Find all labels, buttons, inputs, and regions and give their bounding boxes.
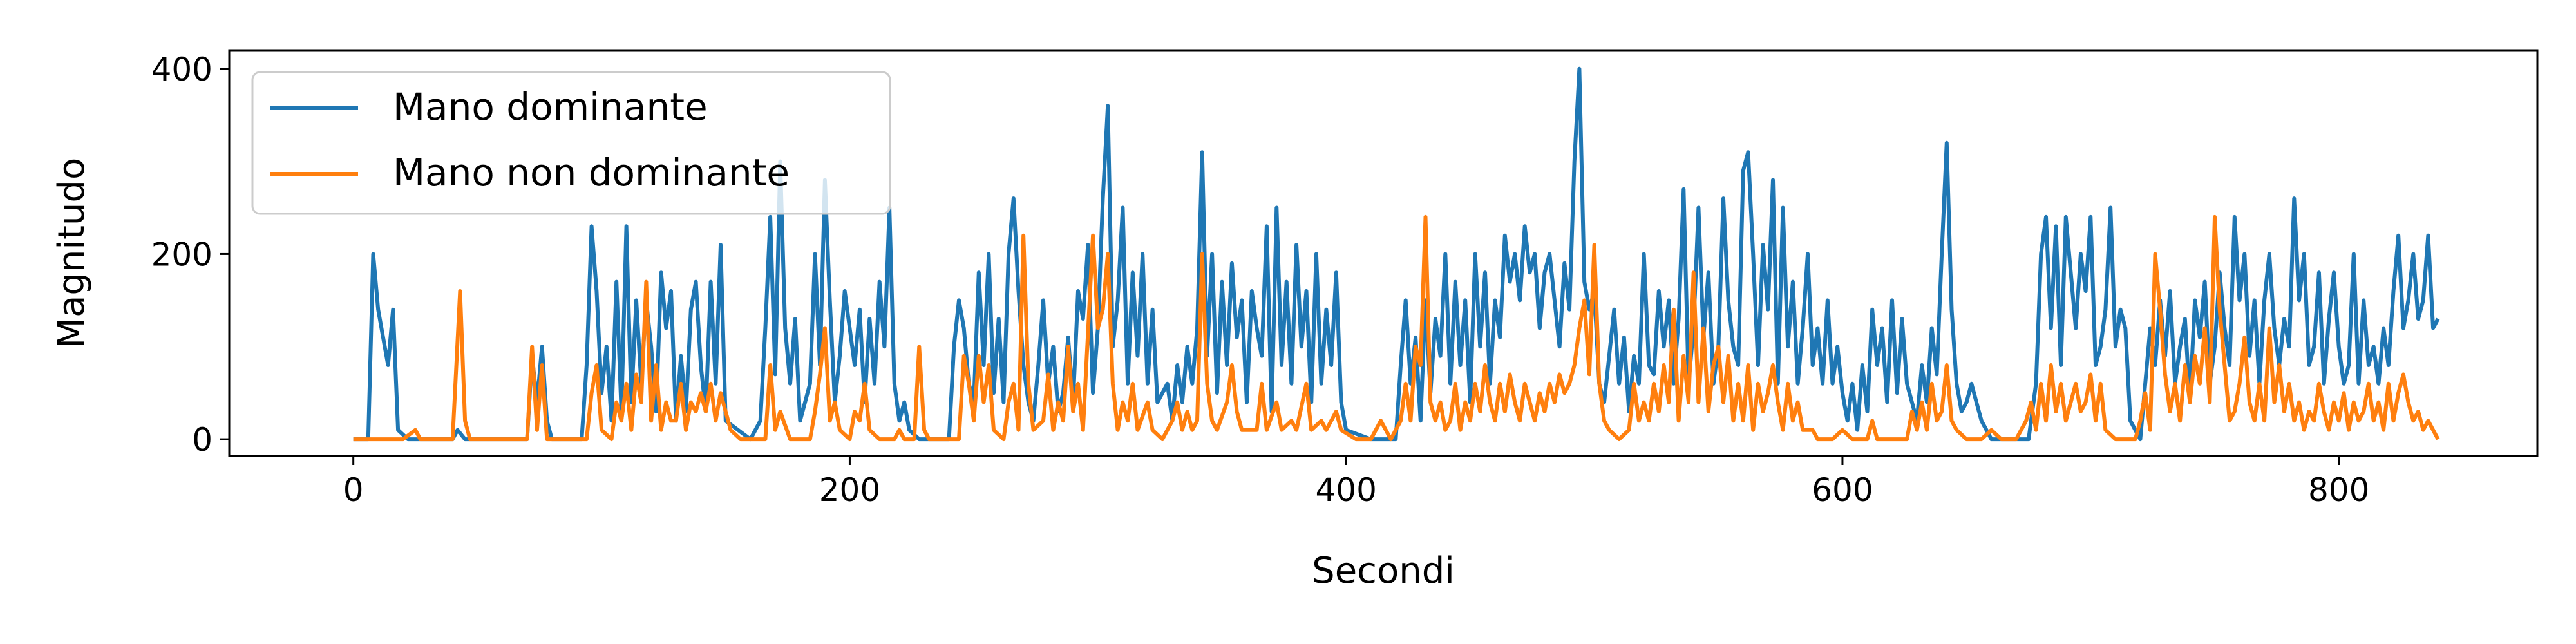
series-line-mano-non-dominante (353, 214, 2440, 442)
x-tick-label: 800 (2308, 471, 2369, 509)
legend-label-mano-non-dominante: Mano non dominante (393, 151, 790, 194)
x-tick-label: 0 (343, 471, 364, 509)
y-tick-label: 200 (151, 236, 213, 273)
legend-box (251, 71, 891, 215)
x-tick-label: 600 (1812, 471, 1873, 509)
y-tick-label: 0 (192, 421, 213, 459)
y-tick-label: 400 (151, 51, 213, 88)
x-axis-title: Secondi (1312, 550, 1455, 592)
x-tick-label: 200 (819, 471, 880, 509)
x-axis-ticks: 0 200 400 600 800 (343, 456, 2369, 509)
legend-label-mano-dominante: Mano dominante (393, 85, 708, 129)
series-group (353, 66, 2440, 442)
series-line-mano-dominante (353, 66, 2440, 442)
y-axis-title: Magnitudo (51, 158, 93, 349)
y-axis-ticks: 0 200 400 (151, 51, 229, 459)
x-tick-label: 400 (1315, 471, 1376, 509)
legend: Mano dominante Mano non dominante (251, 71, 891, 215)
